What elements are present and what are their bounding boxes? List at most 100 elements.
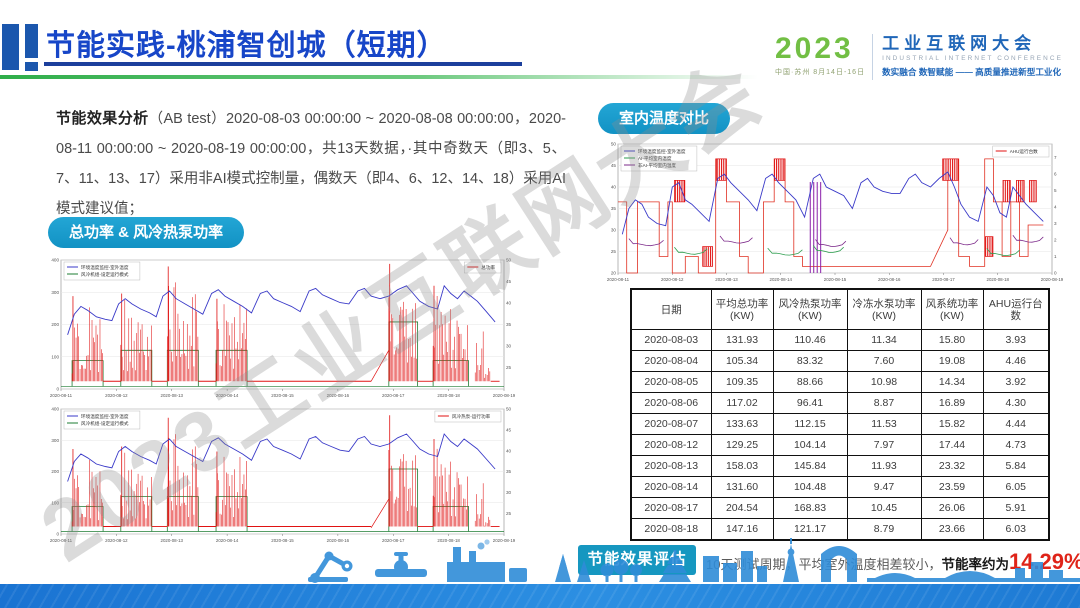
svg-text:45: 45: [506, 279, 512, 284]
table-cell: 104.48: [772, 476, 848, 498]
title-underline-blue: [44, 62, 522, 66]
svg-text:2020-08-15: 2020-08-15: [824, 277, 847, 282]
table-row: 2020-08-13 158.03 145.84 11.93 23.32 5.84: [630, 455, 1050, 477]
table-row: 2020-08-07 133.63 112.15 11.53 15.82 4.44: [630, 413, 1050, 435]
table-cell: 2020-08-12: [630, 434, 712, 456]
svg-text:2020-08-14: 2020-08-14: [216, 393, 239, 398]
table-cell: 10.45: [846, 497, 922, 519]
title-underline-green: [0, 75, 758, 79]
table-row: 2020-08-03 131.93 110.46 11.34 15.80 3.93: [630, 329, 1050, 351]
table-cell: 16.89: [920, 392, 984, 414]
svg-text:2020-08-16: 2020-08-16: [327, 393, 350, 398]
table-cell: 2020-08-14: [630, 476, 712, 498]
table-cell: 23.32: [920, 455, 984, 477]
svg-text:2020-08-17: 2020-08-17: [932, 277, 955, 282]
svg-text:40: 40: [506, 448, 512, 453]
svg-text:25: 25: [506, 365, 512, 370]
logo-year: 2023: [775, 32, 854, 65]
table-cell: 7.60: [846, 350, 922, 372]
table-cell: 2020-08-07: [630, 413, 712, 435]
table-cell: 131.93: [710, 329, 774, 351]
analysis-paragraph: 节能效果分析（AB test）2020-08-03 00:00:00 ~ 202…: [56, 104, 566, 224]
table-cell: 2020-08-05: [630, 371, 712, 393]
svg-text:总功率: 总功率: [481, 264, 495, 271]
svg-text:300: 300: [51, 290, 59, 295]
table-cell: 104.14: [772, 434, 848, 456]
table-header-row: 日期 平均总功率 (KW) 风冷热泵功率 (KW) 冷冻水泵功率 (KW) 风系统功率 …: [630, 288, 1050, 330]
table-row: 2020-08-14 131.60 104.48 9.47 23.59 6.05: [630, 476, 1050, 498]
svg-text:1: 1: [1054, 254, 1057, 259]
svg-text:非AI-平均室内温度: 非AI-平均室内温度: [638, 162, 676, 169]
table-cell: 19.08: [920, 350, 984, 372]
table-header-cell: 风系统功率 (KW): [920, 288, 984, 330]
table-cell: 145.84: [772, 455, 848, 477]
table-header-cell: 平均总功率 (KW): [710, 288, 774, 330]
svg-text:4: 4: [1054, 205, 1057, 210]
results-table-wrap: 日期 平均总功率 (KW) 风冷热泵功率 (KW) 冷冻水泵功率 (KW) 风系统功率 …: [630, 288, 1050, 541]
table-cell: 5.84: [982, 455, 1050, 477]
svg-text:2020-08-15: 2020-08-15: [271, 538, 294, 543]
svg-text:2020-08-14: 2020-08-14: [770, 277, 793, 282]
conference-logo: 2023 中国·苏州 8月14日-16日 工业互联网大会 INDUSTRIAL …: [775, 34, 1065, 80]
table-row: 2020-08-18 147.16 121.17 8.79 23.66 6.03: [630, 518, 1050, 541]
table-cell: 112.15: [772, 413, 848, 435]
svg-text:45: 45: [506, 428, 512, 433]
table-cell: 83.32: [772, 350, 848, 372]
svg-text:300: 300: [51, 438, 59, 443]
table-header-cell: AHU运行台数: [982, 288, 1050, 330]
svg-text:25: 25: [506, 511, 512, 516]
table-header-cell: 冷冻水泵功率 (KW): [846, 288, 922, 330]
logo-name-en: INDUSTRIAL INTERNET CONFERENCE: [882, 55, 1063, 62]
svg-text:100: 100: [51, 500, 59, 505]
svg-text:7: 7: [1054, 155, 1057, 160]
svg-text:20: 20: [611, 271, 617, 276]
analysis-lead: 节能效果分析: [56, 110, 149, 127]
svg-text:2020-08-12: 2020-08-12: [105, 393, 128, 398]
table-cell: 3.92: [982, 371, 1050, 393]
svg-text:2020-08-19: 2020-08-19: [493, 393, 516, 398]
svg-text:3: 3: [1054, 221, 1057, 226]
table-cell: 7.97: [846, 434, 922, 456]
svg-text:风冷热泵-运行功率: 风冷热泵-运行功率: [452, 413, 491, 420]
svg-text:环境温度监控-室外温度: 环境温度监控-室外温度: [81, 264, 129, 271]
table-cell: 23.66: [920, 518, 984, 541]
table-cell: 26.06: [920, 497, 984, 519]
ahu-step-line: [618, 158, 1044, 274]
svg-text:风冷机组-设定运行模式: 风冷机组-设定运行模式: [81, 271, 129, 278]
logo-name-block: 工业互联网大会 INDUSTRIAL INTERNET CONFERENCE 数…: [882, 34, 1063, 78]
svg-text:35: 35: [506, 322, 512, 327]
logo-divider: [872, 34, 874, 80]
svg-text:30: 30: [506, 344, 512, 349]
svg-text:5: 5: [1054, 188, 1057, 193]
table-cell: 2020-08-17: [630, 497, 712, 519]
results-table: 日期 平均总功率 (KW) 风冷热泵功率 (KW) 冷冻水泵功率 (KW) 风系统功率 …: [630, 288, 1050, 541]
table-cell: 11.53: [846, 413, 922, 435]
table-cell: 2020-08-03: [630, 329, 712, 351]
result-bold: 节能率约为: [941, 557, 1009, 572]
table-cell: 147.16: [710, 518, 774, 541]
table-cell: 23.59: [920, 476, 984, 498]
table-cell: 2020-08-13: [630, 455, 712, 477]
svg-text:2020-08-13: 2020-08-13: [161, 393, 184, 398]
logo-slogan: 数实融合 数智赋能 —— 高质量推进新型工业化: [882, 67, 1062, 77]
logo-year-block: 2023 中国·苏州 8月14日-16日: [775, 34, 865, 77]
svg-text:2020-08-19: 2020-08-19: [493, 538, 516, 543]
svg-text:45: 45: [611, 163, 617, 168]
svg-text:50: 50: [506, 258, 512, 263]
power-spike-series: [71, 263, 500, 382]
svg-text:40: 40: [506, 301, 512, 306]
svg-text:2020-08-16: 2020-08-16: [878, 277, 901, 282]
svg-text:2020-08-18: 2020-08-18: [437, 538, 460, 543]
table-cell: 9.47: [846, 476, 922, 498]
outdoor-temp-line: [67, 284, 496, 335]
table-cell: 3.93: [982, 329, 1050, 351]
table-cell: 129.25: [710, 434, 774, 456]
table-cell: 110.46: [772, 329, 848, 351]
svg-text:6: 6: [1054, 171, 1057, 176]
svg-text:2020-08-18: 2020-08-18: [987, 277, 1010, 282]
svg-text:2020-08-19: 2020-08-19: [1041, 277, 1064, 282]
svg-text:0: 0: [56, 532, 59, 537]
outdoor-temp-line: [67, 433, 496, 482]
svg-text:50: 50: [611, 142, 617, 147]
table-row: 2020-08-05 109.35 88.66 10.98 14.34 3.92: [630, 371, 1050, 393]
